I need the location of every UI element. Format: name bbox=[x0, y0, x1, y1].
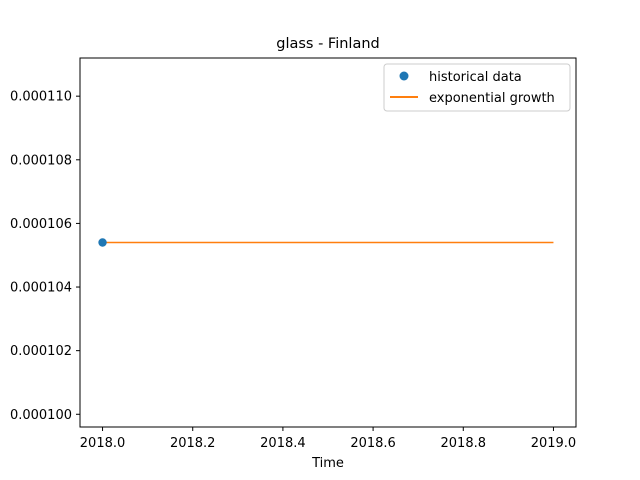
data-point-historical-data bbox=[98, 238, 107, 247]
y-axis: 0.000100 0.000102 0.000104 0.000106 0.000108… bbox=[10, 90, 80, 423]
x-axis: 2018.0 2018.2 2018.4 2018.6 2018.8 2019.0 bbox=[80, 427, 576, 451]
chart-marks bbox=[98, 238, 554, 247]
x-tick-label: 2018.4 bbox=[260, 436, 306, 451]
y-tick-label: 0.000104 bbox=[10, 281, 72, 296]
y-tick-label: 0.000100 bbox=[10, 408, 72, 423]
y-tick-label: 0.000102 bbox=[10, 344, 72, 359]
legend-label-historical-data: historical data bbox=[429, 70, 522, 85]
y-tick-label: 0.000106 bbox=[10, 217, 72, 232]
x-tick-label: 2018.2 bbox=[170, 436, 216, 451]
x-tick-label: 2018.6 bbox=[350, 436, 396, 451]
x-axis-label: Time bbox=[311, 456, 344, 471]
plot-frame bbox=[79, 57, 577, 428]
y-tick-label: 0.000110 bbox=[10, 90, 72, 105]
y-tick-label: 0.000108 bbox=[10, 153, 72, 168]
legend: historical data exponential growth bbox=[383, 63, 571, 112]
chart-title: glass - Finland bbox=[276, 36, 380, 52]
legend-label-exponential-growth: exponential growth bbox=[429, 91, 555, 106]
x-tick-label: 2018.0 bbox=[80, 436, 126, 451]
legend-box bbox=[383, 63, 571, 112]
x-tick-label: 2018.8 bbox=[441, 436, 487, 451]
legend-marker-historical-data bbox=[399, 71, 409, 81]
x-tick-label: 2019.0 bbox=[531, 436, 577, 451]
